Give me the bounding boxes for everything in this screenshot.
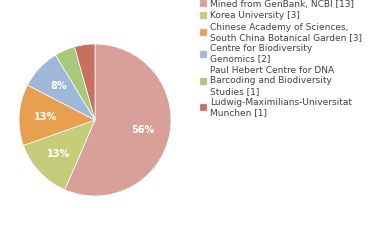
- Text: 56%: 56%: [132, 125, 155, 135]
- Wedge shape: [24, 120, 95, 190]
- Wedge shape: [65, 44, 171, 196]
- Wedge shape: [19, 85, 95, 145]
- Text: 13%: 13%: [47, 149, 71, 159]
- Legend: Mined from GenBank, NCBI [13], Korea University [3], Chinese Academy of Sciences: Mined from GenBank, NCBI [13], Korea Uni…: [200, 0, 363, 117]
- Wedge shape: [74, 44, 95, 120]
- Text: 8%: 8%: [51, 81, 67, 91]
- Wedge shape: [55, 47, 95, 120]
- Wedge shape: [27, 55, 95, 120]
- Text: 13%: 13%: [34, 112, 57, 122]
